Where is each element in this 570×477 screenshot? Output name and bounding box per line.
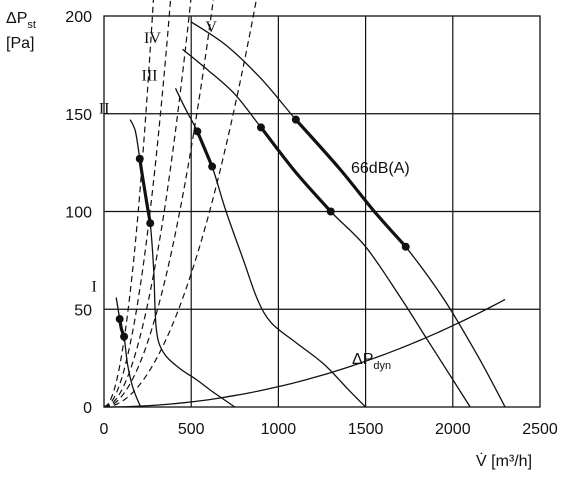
operating-point [256,123,265,132]
fan-curve-label: V [205,19,217,36]
x-tick-label: 500 [178,421,205,438]
grid [103,15,541,408]
y-tick-label: 50 [74,302,92,319]
fan-curve-iii [174,88,367,408]
operating-point [401,242,410,251]
fan-curve-iv-operating-range [259,126,332,213]
system-curve [103,0,192,408]
system-curve [103,0,214,408]
y-tick-label: 100 [65,205,92,222]
operating-point [208,162,217,171]
fan-curve-iii-operating-range [195,130,214,168]
fan-curve-ii-operating-range [138,158,152,224]
labels: 0 500 1000 1500 2000 2500050100150200IIIIIIIV… [65,9,558,438]
fan-curve-label: III [142,67,158,84]
x-tick-label: 1000 [261,421,297,438]
fan-curve-label: I [92,279,97,296]
y-tick-label: 200 [65,9,92,26]
x-tick-label: 2500 [522,421,558,438]
x-tick-label: 2000 [435,421,471,438]
system-curve [103,0,257,408]
dynamic-pressure-label: ΔPdyn [352,351,391,372]
operating-point [326,207,335,216]
fan-curve-label: II [99,101,110,118]
operating-point [146,219,155,228]
fan-curve-v-operating-range [294,118,407,248]
operating-point [291,115,300,124]
x-tick-label: 1500 [348,421,384,438]
sound-level-label: 66dB(A) [351,160,410,177]
y-tick-label: 150 [65,107,92,124]
y-axis-label: ΔPst [6,10,36,31]
operating-point [115,315,124,324]
x-tick-label: 0 [100,421,109,438]
y-tick-label: 0 [83,400,92,417]
x-axis-label: V̇ [m³/h] [476,452,532,470]
operating-point [120,332,129,341]
fan-curve-v [190,21,506,408]
dynamic-pressure-curve [103,298,506,408]
system-curve [103,0,172,408]
fan-curve-iv [182,48,471,408]
curves [103,0,506,408]
fan-curve-label: IV [144,30,161,47]
operating-point [193,127,202,136]
fan-curve-ii [129,119,236,408]
y-axis-unit: [Pa] [6,35,34,52]
operating-point [135,154,144,163]
